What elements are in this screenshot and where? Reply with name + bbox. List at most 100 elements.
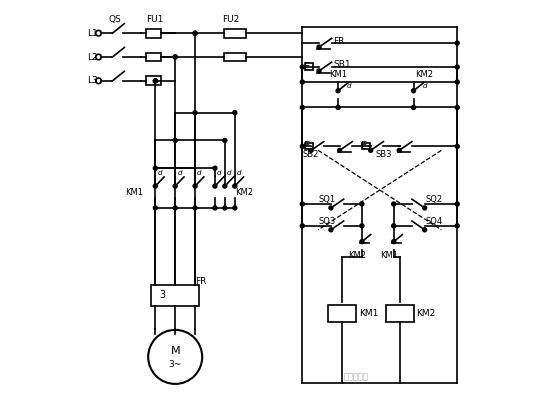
Circle shape <box>360 240 364 244</box>
Circle shape <box>193 206 197 210</box>
Circle shape <box>455 224 459 228</box>
Circle shape <box>360 224 364 228</box>
Text: d: d <box>347 83 351 89</box>
Text: KM2: KM2 <box>348 251 366 260</box>
Circle shape <box>173 55 177 59</box>
Circle shape <box>317 45 321 49</box>
Circle shape <box>153 79 158 83</box>
Circle shape <box>213 206 217 210</box>
Bar <box>305 143 314 149</box>
Text: KM1: KM1 <box>126 188 144 196</box>
Text: SQ2: SQ2 <box>425 195 442 204</box>
Circle shape <box>422 206 427 210</box>
Bar <box>224 29 246 38</box>
Text: M: M <box>170 346 180 356</box>
Text: 3: 3 <box>159 290 165 300</box>
Text: SQ4: SQ4 <box>425 216 442 226</box>
Circle shape <box>233 111 237 114</box>
Text: d: d <box>158 170 162 176</box>
Text: E: E <box>304 62 310 72</box>
Circle shape <box>153 184 158 188</box>
Text: KM2: KM2 <box>415 70 434 78</box>
Circle shape <box>300 144 304 148</box>
Circle shape <box>455 144 459 148</box>
Circle shape <box>411 106 415 110</box>
Text: E: E <box>361 141 367 151</box>
Text: SB3: SB3 <box>376 150 392 159</box>
Circle shape <box>455 65 459 69</box>
Circle shape <box>233 206 237 210</box>
Text: SB1: SB1 <box>333 60 351 70</box>
Circle shape <box>173 55 177 59</box>
Circle shape <box>300 80 304 84</box>
Circle shape <box>153 166 158 170</box>
Text: d: d <box>422 83 427 89</box>
Text: FU1: FU1 <box>146 15 164 24</box>
Text: KM2: KM2 <box>416 309 436 318</box>
Circle shape <box>455 80 459 84</box>
Text: L3: L3 <box>87 76 97 85</box>
Circle shape <box>173 138 177 142</box>
Circle shape <box>455 202 459 206</box>
Circle shape <box>397 148 401 152</box>
Circle shape <box>300 106 304 110</box>
Text: L2: L2 <box>87 52 97 62</box>
Circle shape <box>392 202 395 206</box>
Text: d: d <box>237 170 241 176</box>
Bar <box>224 53 246 61</box>
Circle shape <box>233 184 237 188</box>
Circle shape <box>360 202 364 206</box>
Bar <box>305 63 314 70</box>
Text: QS: QS <box>109 15 122 24</box>
Circle shape <box>300 65 304 69</box>
Text: FR: FR <box>333 37 345 46</box>
Circle shape <box>336 89 340 93</box>
Circle shape <box>193 111 197 114</box>
Text: 3~: 3~ <box>169 360 182 368</box>
Text: KM1: KM1 <box>359 309 378 318</box>
Bar <box>146 29 160 38</box>
Text: SQ3: SQ3 <box>318 216 336 226</box>
Circle shape <box>223 184 227 188</box>
Bar <box>152 285 199 306</box>
Circle shape <box>317 69 321 73</box>
Text: d: d <box>217 170 221 176</box>
Bar <box>146 76 160 85</box>
Text: FR: FR <box>195 277 206 286</box>
Text: KM1: KM1 <box>380 251 398 260</box>
Bar <box>328 305 356 322</box>
Text: SQ1: SQ1 <box>318 195 335 204</box>
Circle shape <box>455 41 459 45</box>
Bar <box>146 53 160 61</box>
Circle shape <box>193 31 197 35</box>
Text: d: d <box>227 170 231 176</box>
Text: KM2: KM2 <box>235 188 253 196</box>
Circle shape <box>338 148 342 152</box>
Text: KM1: KM1 <box>330 70 347 78</box>
Circle shape <box>223 206 227 210</box>
Circle shape <box>411 89 415 93</box>
Circle shape <box>300 202 304 206</box>
Circle shape <box>309 148 313 152</box>
Circle shape <box>213 184 217 188</box>
Circle shape <box>392 224 395 228</box>
Circle shape <box>213 166 217 170</box>
Circle shape <box>153 79 158 83</box>
Circle shape <box>336 106 340 110</box>
Circle shape <box>153 206 158 210</box>
Bar <box>362 143 370 149</box>
Circle shape <box>223 138 227 142</box>
Circle shape <box>329 228 333 232</box>
Circle shape <box>173 206 177 210</box>
Text: SB2: SB2 <box>302 150 319 159</box>
Circle shape <box>392 240 395 244</box>
Text: FU2: FU2 <box>222 15 239 24</box>
Circle shape <box>173 184 177 188</box>
Circle shape <box>369 148 373 152</box>
Circle shape <box>329 206 333 210</box>
Text: L1: L1 <box>87 29 97 38</box>
Text: d: d <box>197 170 201 176</box>
Text: 电子技术控: 电子技术控 <box>344 372 369 381</box>
Circle shape <box>193 184 197 188</box>
Bar <box>386 305 414 322</box>
